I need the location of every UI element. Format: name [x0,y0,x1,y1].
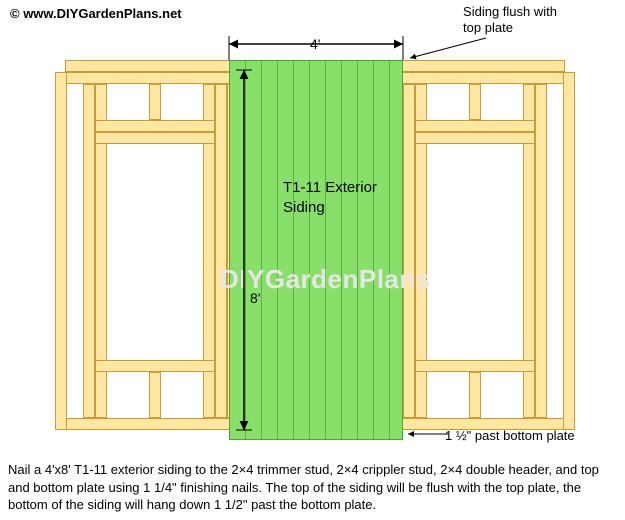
dim-width-label: 4' [310,36,320,52]
callout-past-bottom: 1 ½" past bottom plate [445,428,575,444]
instruction-caption: Nail a 4'x8' T1-11 exterior siding to th… [8,461,617,514]
callout-flush-top: Siding flush with top plate [463,4,557,35]
siding-panel [229,60,403,440]
siding-label: T1-11 Exterior Siding [283,178,377,217]
dim-height-label: 8' [250,290,260,306]
site-url[interactable]: © www.DIYGardenPlans.net [10,6,182,21]
